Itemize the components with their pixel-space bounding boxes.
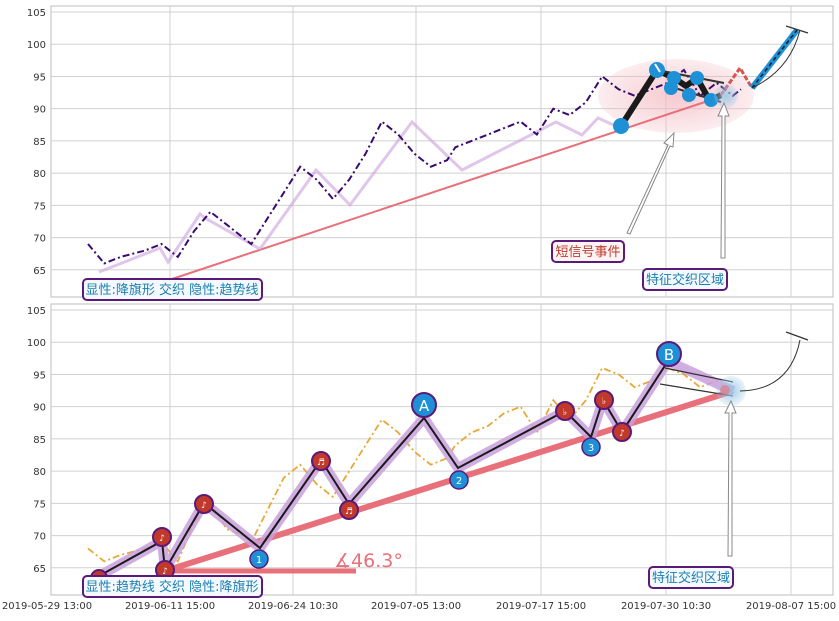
marker-B: B bbox=[656, 341, 682, 367]
y-tick-label: 105 bbox=[27, 306, 46, 317]
y-tick-label: 65 bbox=[33, 266, 46, 277]
svg-text:♪: ♪ bbox=[201, 501, 207, 511]
marker-2: 2 bbox=[449, 470, 469, 490]
x-tick-label: 2019-08-07 15:00 bbox=[746, 601, 836, 612]
sell-marker: ♪ bbox=[612, 422, 632, 442]
svg-text:A: A bbox=[419, 397, 430, 415]
y-tick-label: 100 bbox=[27, 338, 46, 349]
marker-1: 1 bbox=[249, 549, 269, 569]
y-tick-label: 75 bbox=[33, 499, 46, 510]
descending-flag-pattern bbox=[613, 62, 725, 134]
y-tick-label: 85 bbox=[33, 435, 46, 446]
flag-point bbox=[664, 81, 678, 95]
angle-label: ∡46.3° bbox=[334, 550, 403, 572]
y-tick-label: 100 bbox=[27, 40, 46, 51]
sell-marker: ♬ bbox=[339, 500, 359, 520]
y-tick-label: 80 bbox=[33, 169, 46, 180]
x-tick-label: 2019-05-29 13:00 bbox=[2, 601, 92, 612]
svg-text:♪: ♪ bbox=[159, 534, 165, 544]
svg-text:1: 1 bbox=[256, 555, 262, 566]
flag-point bbox=[682, 88, 696, 102]
bottom-caption: 显性:趋势线 交织 隐性:降旗形 bbox=[85, 579, 258, 595]
y-tick-label: 95 bbox=[33, 370, 46, 381]
svg-text:B: B bbox=[664, 346, 674, 364]
svg-text:3: 3 bbox=[588, 443, 594, 454]
y-tick-label: 105 bbox=[27, 8, 46, 19]
top-caption-box: 显性:降旗形 交织 隐性:趋势线 bbox=[82, 278, 263, 301]
breakout-projection bbox=[714, 25, 809, 108]
red-markers: ♪ ♪ ♪ ♬ ♬ ♭ ♭ ♪ bbox=[90, 390, 632, 587]
marker-3: 3 bbox=[581, 437, 601, 457]
top-price-series bbox=[87, 68, 742, 265]
flag-point bbox=[690, 71, 704, 85]
svg-text:♭: ♭ bbox=[563, 408, 567, 418]
top-zone-label: 特征交织区域 bbox=[646, 272, 724, 288]
y-tick-label: 65 bbox=[33, 564, 46, 575]
signal-arrow bbox=[626, 131, 675, 235]
y-tick-label: 90 bbox=[33, 105, 46, 116]
x-tick-label: 2019-07-30 10:30 bbox=[621, 601, 711, 612]
x-tick-label: 2019-07-17 15:00 bbox=[496, 601, 586, 612]
y-tick-label: 80 bbox=[33, 467, 46, 478]
y-tick-label: 70 bbox=[33, 234, 46, 245]
flag-point bbox=[649, 62, 665, 78]
flag-point bbox=[613, 118, 629, 134]
top-y-ticks: 65 70 75 80 85 90 95 100 105 bbox=[27, 8, 46, 277]
sell-marker: ♬ bbox=[311, 451, 331, 471]
svg-text:♬: ♬ bbox=[317, 458, 325, 468]
sell-marker: ♭ bbox=[555, 401, 575, 421]
sell-marker: ♪ bbox=[194, 494, 214, 514]
feature-zone-highlight bbox=[598, 59, 754, 133]
bottom-y-ticks: 65 70 75 80 85 90 95 100 105 bbox=[27, 306, 46, 575]
bottom-zone-label: 特征交织区域 bbox=[652, 570, 730, 586]
x-tick-label: 2019-06-24 10:30 bbox=[248, 601, 338, 612]
bottom-zone-label-box: 特征交织区域 bbox=[648, 566, 734, 589]
flag-overlay-bottom bbox=[659, 331, 809, 406]
blue-markers: A B 1 2 3 bbox=[249, 341, 682, 569]
svg-text:♭: ♭ bbox=[602, 397, 606, 407]
signal-event-label-box: 短信号事件 bbox=[551, 240, 625, 263]
sell-marker: ♪ bbox=[152, 527, 172, 547]
x-ticks: 2019-05-29 13:00 2019-06-11 15:00 2019-06-… bbox=[2, 601, 836, 612]
y-tick-label: 70 bbox=[33, 532, 46, 543]
svg-text:♪: ♪ bbox=[162, 567, 168, 577]
x-tick-label: 2019-06-11 15:00 bbox=[125, 601, 215, 612]
svg-text:♪: ♪ bbox=[619, 429, 625, 439]
sell-marker: ♭ bbox=[594, 390, 614, 410]
bottom-zone-arrow bbox=[724, 399, 737, 557]
y-tick-label: 95 bbox=[33, 72, 46, 83]
bottom-caption-box: 显性:趋势线 交织 隐性:降旗形 bbox=[82, 575, 263, 598]
svg-text:2: 2 bbox=[456, 476, 462, 487]
y-tick-label: 75 bbox=[33, 201, 46, 212]
marker-A: A bbox=[411, 392, 437, 418]
zone-arrow bbox=[717, 101, 730, 259]
y-tick-label: 85 bbox=[33, 137, 46, 148]
signal-event-label: 短信号事件 bbox=[555, 245, 620, 260]
svg-text:♬: ♬ bbox=[345, 507, 353, 517]
x-tick-label: 2019-07-05 13:00 bbox=[371, 601, 461, 612]
top-caption: 显性:降旗形 交织 隐性:趋势线 bbox=[85, 282, 258, 298]
top-grid bbox=[51, 6, 833, 297]
top-zone-label-box: 特征交织区域 bbox=[642, 268, 728, 291]
y-tick-label: 90 bbox=[33, 403, 46, 414]
